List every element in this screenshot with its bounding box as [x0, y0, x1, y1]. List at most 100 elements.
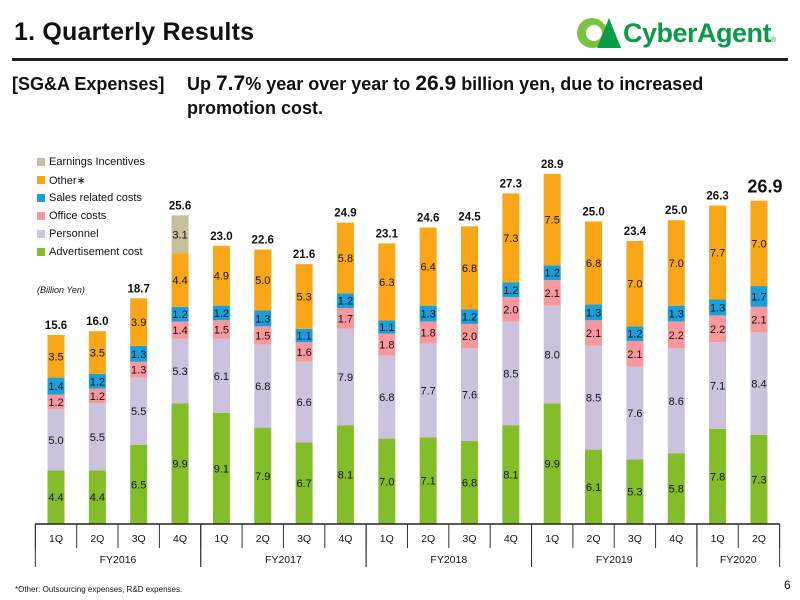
bar-segment: [212, 245, 230, 306]
bar-segment: [171, 253, 189, 307]
bar-segment: [585, 345, 603, 450]
segment-label: 3.5: [90, 348, 105, 360]
segment-label: 1.7: [338, 313, 353, 325]
chart-legend: Earnings Incentives Other∗ Sales related c…: [37, 153, 145, 261]
total-label: 22.6: [252, 235, 274, 247]
segment-label: 5.5: [131, 406, 146, 418]
bar-segment: [254, 326, 272, 345]
bar-segment: [709, 428, 727, 524]
segment-label: 6.8: [462, 263, 477, 275]
bar-segment: [130, 444, 148, 524]
legend-swatch: [37, 212, 45, 220]
segment-label: 1.5: [255, 331, 270, 343]
segment-label: 1.2: [90, 376, 105, 388]
bar-segment: [47, 377, 65, 395]
bar-segment: [336, 328, 354, 426]
legend-swatch: [37, 194, 45, 202]
page-title: 1. Quarterly Results: [14, 18, 255, 46]
bar-segment: [585, 221, 603, 305]
bar-segment: [709, 315, 727, 343]
bar-segment: [461, 323, 478, 349]
bar-segment: [378, 243, 396, 321]
bar-segment: [171, 215, 189, 254]
segment-label: 1.3: [421, 309, 436, 321]
bar-segment: [212, 305, 230, 321]
total-label: 21.6: [293, 249, 315, 261]
total-label: 27.3: [500, 178, 522, 190]
bar-segment: [543, 403, 561, 524]
quarter-label: 4Q: [669, 533, 683, 545]
bar-segment: [585, 320, 603, 346]
bar-segment: [626, 459, 644, 524]
segment-label: 7.5: [545, 215, 560, 227]
total-label: 25.0: [665, 205, 687, 217]
subtitle-text: billion yen, due to increased promotion …: [187, 74, 704, 118]
total-label: 23.1: [376, 228, 399, 240]
bar-segment: [750, 332, 768, 435]
segment-label: 1.2: [338, 296, 353, 308]
bar-segment: [419, 227, 437, 306]
total-label: 16.0: [86, 316, 108, 328]
quarter-label: 3Q: [628, 533, 642, 545]
bar-segment: [47, 394, 65, 410]
segment-label: 8.5: [503, 368, 518, 380]
fiscal-year-label: FY2016: [100, 554, 137, 566]
segment-label: 6.8: [462, 478, 477, 490]
bar-segment: [295, 264, 313, 329]
subtitle-amount: 26.9: [415, 72, 457, 95]
legend-item: Sales related costs: [37, 189, 145, 207]
legend-swatch: [37, 230, 45, 238]
bar-segment: [171, 321, 189, 339]
bar-segment: [626, 341, 644, 367]
total-label: 25.0: [582, 206, 604, 218]
bar-segment: [585, 304, 603, 321]
quarter-label: 2Q: [256, 533, 270, 545]
bar-segment: [295, 342, 313, 362]
legend-label: Office costs: [49, 210, 107, 222]
segment-label: 1.3: [255, 313, 270, 325]
segment-label: 2.0: [462, 331, 477, 343]
total-label: 26.3: [706, 191, 728, 203]
bar-segment: [419, 343, 437, 438]
segment-label: 7.0: [751, 238, 766, 250]
bar-segment: [254, 310, 272, 327]
bar-segment: [502, 321, 520, 426]
quarter-label: 2Q: [90, 533, 104, 545]
legend-item: Other∗: [37, 171, 145, 189]
bar-segment: [626, 240, 644, 327]
bar-segment: [212, 320, 230, 339]
segment-label: 8.1: [338, 470, 353, 482]
bar-segment: [419, 305, 437, 322]
total-label: 24.5: [458, 211, 481, 223]
quarter-label: 4Q: [173, 533, 187, 545]
bar-segment: [543, 173, 561, 266]
bar-segment: [750, 306, 768, 333]
bar-segment: [626, 366, 644, 460]
segment-label: 2.1: [627, 349, 642, 361]
bar-segment: [295, 328, 313, 343]
logo-mark-icon: [577, 16, 621, 50]
bar-segment: [130, 377, 148, 445]
segment-label: 8.6: [669, 396, 684, 408]
segment-label: 6.1: [214, 371, 229, 383]
segment-label: 1.8: [379, 340, 394, 352]
segment-label: 9.9: [545, 459, 560, 471]
segment-label: 2.1: [545, 288, 560, 300]
quarter-label: 1Q: [545, 533, 559, 545]
quarter-label: 1Q: [380, 533, 394, 545]
quarter-label: 1Q: [49, 533, 63, 545]
bar-segment: [502, 282, 520, 298]
segment-label: 7.9: [338, 372, 353, 384]
quarter-label: 2Q: [752, 533, 766, 545]
bar-segment: [378, 320, 396, 334]
segment-label: 1.2: [462, 312, 477, 324]
segment-label: 1.4: [48, 381, 63, 393]
bar-segment: [709, 342, 727, 429]
segment-label: 1.1: [379, 322, 394, 334]
segment-label: 8.0: [545, 349, 560, 361]
segment-label: 4.9: [214, 271, 229, 283]
bar-segment: [171, 306, 189, 322]
segment-label: 6.6: [296, 397, 311, 409]
segment-label: 1.3: [669, 309, 684, 321]
segment-label: 9.9: [172, 459, 187, 471]
